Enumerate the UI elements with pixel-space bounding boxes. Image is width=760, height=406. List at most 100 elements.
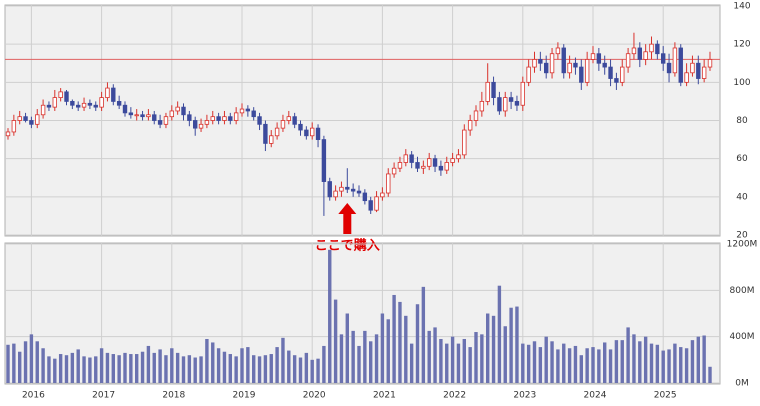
- candle-body: [298, 123, 303, 131]
- x-tick-label: 2016: [22, 391, 45, 401]
- candle-body: [169, 110, 174, 118]
- y-tick-label: 1200M: [727, 240, 758, 250]
- y-tick-label: 80: [736, 116, 748, 126]
- candle-body: [286, 116, 291, 121]
- bar: [146, 345, 151, 383]
- candle-body: [122, 104, 128, 114]
- bar: [82, 356, 86, 383]
- candle-body: [198, 123, 204, 129]
- bar: [281, 337, 285, 383]
- candle-body: [76, 104, 81, 108]
- bar: [632, 334, 636, 383]
- candle-body: [345, 186, 350, 190]
- bar: [64, 355, 69, 383]
- candle-body: [485, 81, 490, 102]
- bar: [322, 345, 326, 383]
- bar: [433, 327, 437, 383]
- candle-body: [403, 154, 408, 163]
- x-tick-label: 2021: [373, 391, 396, 401]
- candle-body: [701, 66, 707, 79]
- candle-body: [64, 91, 69, 102]
- bar: [35, 341, 39, 383]
- bar: [509, 307, 513, 383]
- candle-body: [134, 114, 139, 117]
- bar: [643, 336, 648, 383]
- x-tick-label: 2025: [654, 391, 677, 401]
- bar: [649, 343, 654, 383]
- bar: [135, 354, 139, 383]
- candle-body: [520, 81, 525, 106]
- candle-body: [386, 173, 391, 194]
- bar: [579, 355, 583, 383]
- candle-body: [608, 66, 613, 79]
- candle-body: [678, 47, 683, 83]
- candle-body: [690, 62, 695, 74]
- bar: [58, 354, 63, 383]
- y-tick-label: 40: [736, 192, 748, 202]
- bar: [661, 350, 665, 383]
- candle-body: [263, 123, 268, 144]
- candle-body: [11, 120, 17, 133]
- bar: [562, 343, 566, 383]
- candle-body: [274, 127, 280, 137]
- bar: [158, 349, 162, 383]
- bar: [427, 330, 431, 383]
- bar: [152, 352, 156, 383]
- bar: [673, 343, 677, 383]
- candle-body: [467, 120, 473, 131]
- candle-body: [257, 116, 262, 125]
- candle-body: [538, 59, 543, 64]
- bar: [234, 356, 238, 383]
- candle-body: [140, 114, 145, 118]
- bar: [573, 345, 578, 383]
- candle-body: [339, 186, 344, 192]
- candle-body: [374, 196, 379, 211]
- bar: [708, 366, 712, 383]
- bar: [339, 334, 344, 383]
- bar: [421, 286, 426, 383]
- candle-body: [514, 101, 520, 106]
- candle-body: [491, 81, 496, 99]
- bar: [111, 354, 115, 383]
- bar: [614, 340, 619, 383]
- bar: [263, 355, 268, 383]
- bar: [310, 359, 314, 383]
- bar: [316, 358, 320, 383]
- bar: [450, 336, 455, 383]
- candle-body: [444, 162, 449, 171]
- bar: [29, 334, 34, 383]
- y-tick-label: 140: [733, 2, 750, 12]
- bar: [304, 352, 309, 383]
- candle-body: [315, 127, 321, 140]
- bar: [526, 344, 531, 383]
- bar: [363, 330, 367, 383]
- bar: [591, 347, 595, 383]
- bar: [88, 357, 92, 383]
- candle-body: [187, 114, 192, 121]
- candle-body: [479, 101, 485, 112]
- bar: [392, 294, 396, 383]
- bar: [503, 326, 507, 383]
- y-tick-label: 120: [733, 40, 750, 50]
- candle-body: [222, 116, 227, 121]
- candle-body: [58, 91, 63, 98]
- bar: [252, 355, 256, 383]
- candle-body: [309, 127, 315, 137]
- bar: [76, 349, 80, 383]
- bar: [468, 347, 472, 383]
- bar: [380, 313, 385, 383]
- bar: [216, 348, 221, 383]
- bar: [345, 313, 349, 383]
- candle-body: [181, 106, 186, 116]
- y-tick-label: 20: [736, 231, 748, 241]
- candle-body: [233, 112, 239, 121]
- bar: [690, 340, 695, 383]
- bar: [333, 299, 338, 383]
- bar: [544, 336, 548, 383]
- candle-body: [438, 165, 444, 171]
- candle-body: [350, 188, 356, 192]
- bar: [655, 344, 660, 383]
- bar: [275, 347, 279, 383]
- candle-body: [421, 165, 426, 169]
